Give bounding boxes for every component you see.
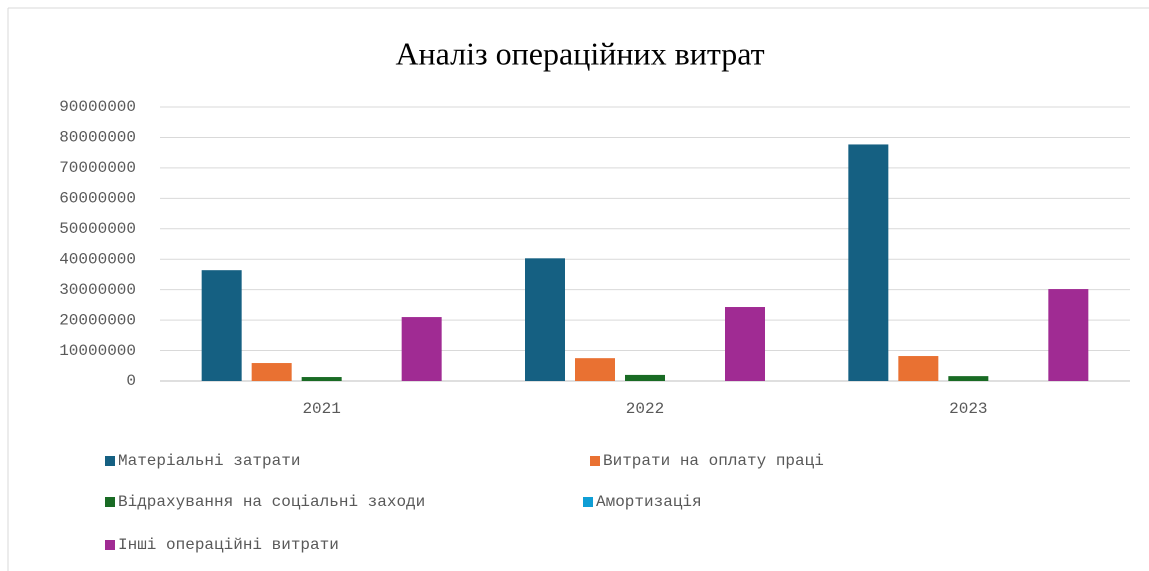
legend-label: Витрати на оплату праці bbox=[603, 452, 824, 470]
bar bbox=[848, 144, 889, 381]
legend-swatch bbox=[583, 497, 593, 507]
legend-swatch bbox=[105, 497, 115, 507]
legend-label: Відрахування на соціальні заходи bbox=[118, 493, 425, 511]
legend-swatch bbox=[590, 456, 600, 466]
x-tick-label: 2023 bbox=[949, 400, 987, 418]
y-tick-label: 90000000 bbox=[59, 98, 136, 116]
bar bbox=[948, 376, 989, 381]
chart-title: Аналіз операційних витрат bbox=[395, 35, 764, 71]
bar bbox=[725, 307, 765, 381]
bar bbox=[575, 358, 615, 381]
bar bbox=[625, 374, 665, 381]
y-tick-label: 20000000 bbox=[59, 311, 136, 329]
bar bbox=[898, 356, 939, 381]
x-tick-label: 2022 bbox=[626, 400, 664, 418]
x-tick-label: 2021 bbox=[302, 400, 340, 418]
legend-label: Амортизація bbox=[596, 493, 702, 511]
bar bbox=[251, 363, 292, 381]
legend-swatch bbox=[105, 456, 115, 466]
bar bbox=[525, 258, 565, 381]
y-tick-label: 70000000 bbox=[59, 159, 136, 177]
legend-label: Матеріальні затрати bbox=[118, 452, 300, 470]
legend-label: Інші операційні витрати bbox=[118, 536, 339, 554]
bar bbox=[301, 377, 342, 381]
y-tick-label: 80000000 bbox=[59, 129, 136, 147]
y-tick-label: 0 bbox=[126, 372, 136, 390]
y-tick-label: 50000000 bbox=[59, 220, 136, 238]
y-tick-label: 30000000 bbox=[59, 281, 136, 299]
bar bbox=[201, 270, 242, 381]
y-tick-label: 10000000 bbox=[59, 342, 136, 360]
y-tick-label: 60000000 bbox=[59, 190, 136, 208]
legend-swatch bbox=[105, 540, 115, 550]
bar bbox=[1048, 289, 1089, 381]
bar bbox=[401, 317, 442, 381]
y-tick-label: 40000000 bbox=[59, 250, 136, 268]
